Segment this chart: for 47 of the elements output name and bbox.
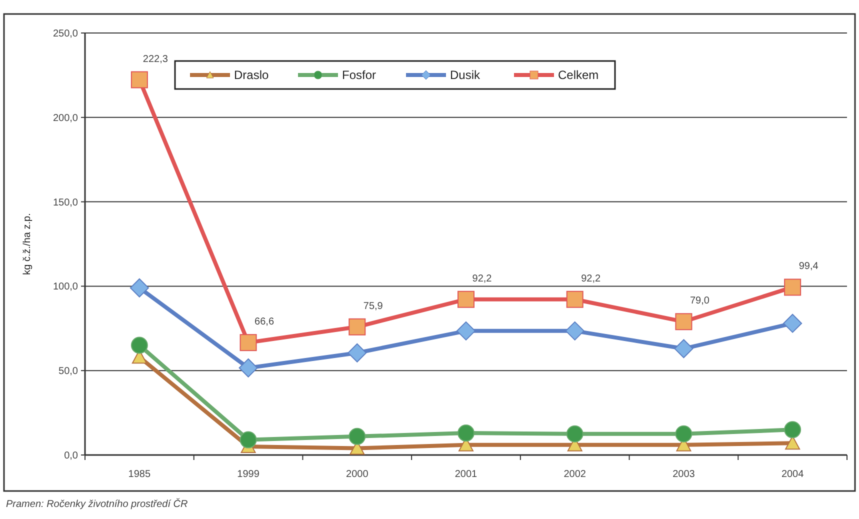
point bbox=[458, 290, 474, 308]
x-tick-label: 2002 bbox=[564, 469, 586, 480]
data-label: 222,3 bbox=[142, 54, 168, 65]
point bbox=[456, 321, 476, 340]
y-tick-label: 150,0 bbox=[52, 197, 78, 208]
point bbox=[130, 71, 148, 88]
y-tick-label: 250,0 bbox=[52, 28, 78, 40]
x-tick-label: 1999 bbox=[237, 469, 260, 480]
legend-label: Celkem bbox=[558, 68, 599, 82]
y-tick-label: 200,0 bbox=[52, 112, 78, 124]
x-tick-label: 2001 bbox=[454, 469, 478, 480]
y-tick-label: 0,0 bbox=[64, 450, 78, 462]
y-tick-label: 100,0 bbox=[52, 282, 78, 293]
point bbox=[674, 339, 694, 358]
data-label: 75,9 bbox=[363, 300, 384, 312]
x-tick-label: 1985 bbox=[128, 469, 151, 480]
point bbox=[566, 425, 584, 442]
point bbox=[784, 421, 802, 438]
legend-label: Draslo bbox=[234, 68, 269, 82]
text: Pramen: Ročenky životního prostředí ČR bbox=[6, 498, 188, 510]
data-label: 99,4 bbox=[798, 261, 819, 272]
point bbox=[675, 313, 692, 330]
point bbox=[566, 290, 584, 308]
point bbox=[348, 343, 367, 362]
y-tick-label: 50,0 bbox=[58, 366, 78, 378]
point bbox=[238, 358, 258, 378]
data-label: 92,2 bbox=[472, 273, 492, 284]
point bbox=[240, 431, 257, 448]
y-axis-title: kg č.ž./ha z.p. bbox=[22, 213, 33, 275]
point bbox=[348, 318, 366, 336]
data-label: 66,6 bbox=[254, 316, 274, 328]
point bbox=[675, 425, 692, 442]
x-tick-label: 2003 bbox=[672, 469, 696, 480]
point bbox=[565, 321, 584, 340]
point bbox=[348, 428, 366, 445]
x-tick-label: 2000 bbox=[346, 469, 369, 480]
x-tick-label: 2004 bbox=[781, 469, 804, 480]
legend-label: Dusik bbox=[450, 68, 482, 82]
point bbox=[130, 336, 148, 354]
legend-label: Fosfor bbox=[342, 68, 376, 82]
point bbox=[458, 424, 474, 442]
data-label: 79,0 bbox=[690, 296, 710, 307]
point bbox=[783, 314, 802, 333]
point bbox=[130, 278, 149, 298]
point bbox=[240, 334, 257, 352]
data-label: 92,2 bbox=[581, 273, 602, 284]
point bbox=[784, 278, 802, 296]
